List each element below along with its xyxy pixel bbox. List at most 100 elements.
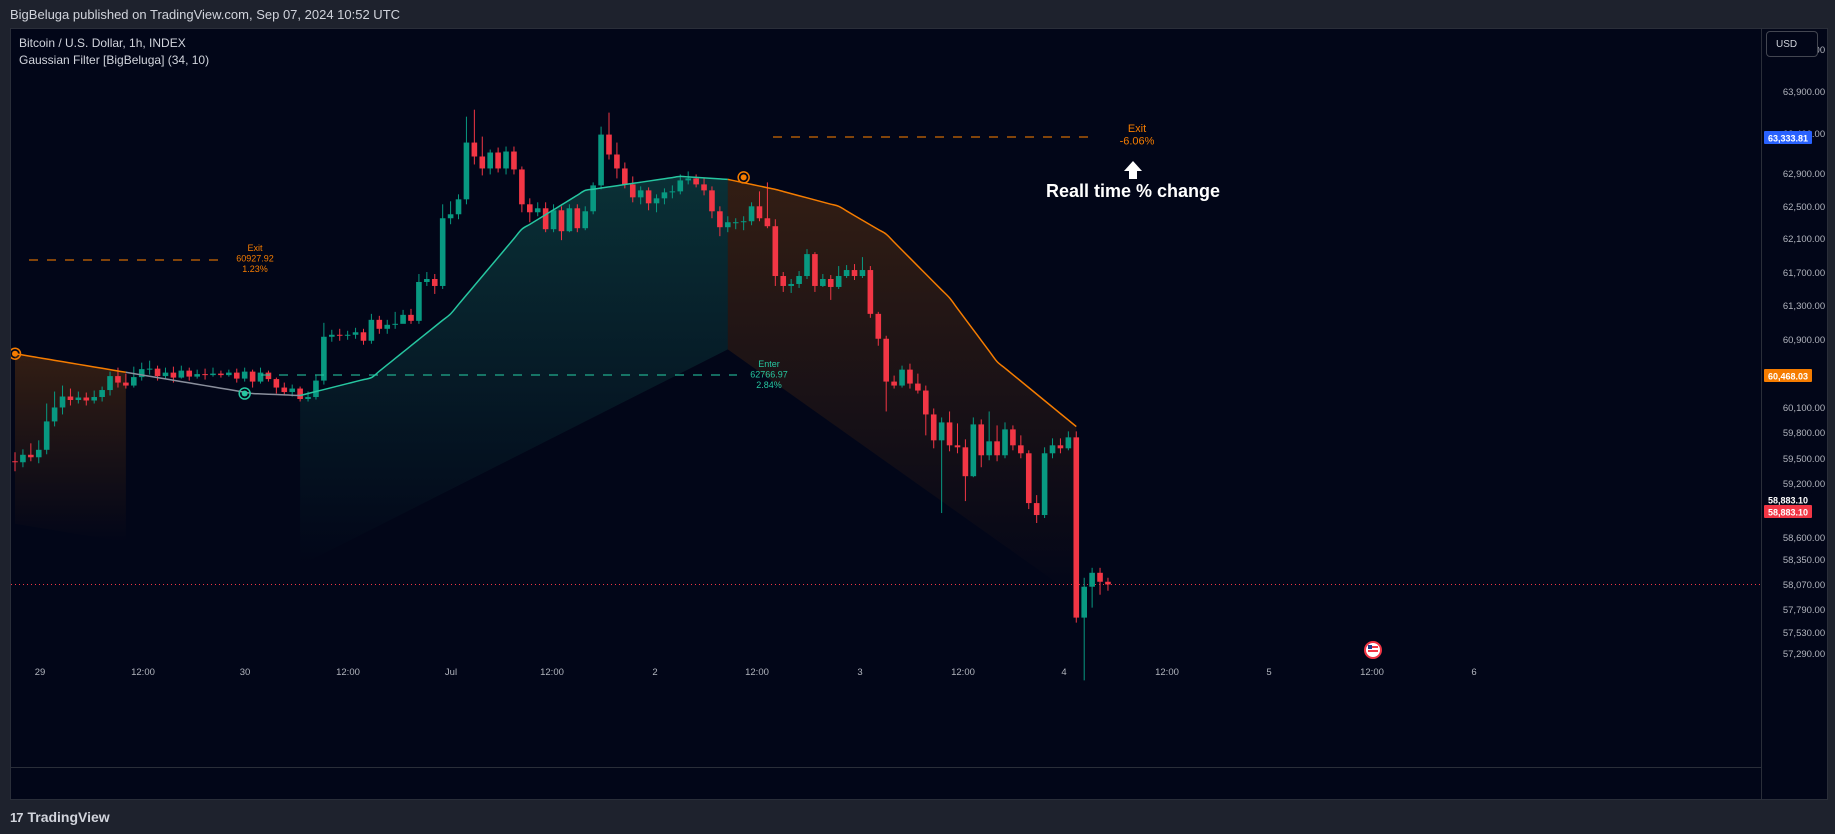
tradingview-logo-icon[interactable]: 17 (10, 809, 24, 825)
time-axis-label: 12:00 (336, 667, 360, 678)
candle-body (416, 281, 422, 321)
candle-body (867, 270, 874, 314)
candle-body (28, 454, 34, 458)
signal-label-text: -6.06% (1120, 136, 1155, 148)
price-axis-label: 60,900.00 (1783, 335, 1825, 346)
candle-body (764, 218, 771, 227)
signal-label-text: 60927.92 (236, 254, 274, 264)
candle-body (99, 390, 105, 398)
candle-body (503, 151, 509, 169)
candle-body (677, 180, 684, 192)
candle-body (851, 270, 858, 277)
candle-body (336, 334, 343, 336)
candle-body (629, 184, 636, 198)
candle-body (178, 370, 185, 378)
candle-body (384, 324, 391, 329)
indicator-title[interactable]: Gaussian Filter [BigBeluga] (34, 10) (19, 53, 210, 67)
candle-body (431, 279, 438, 286)
candle-body (226, 372, 232, 376)
candle-body (218, 373, 224, 376)
candle-body (812, 254, 818, 286)
candle-body (843, 270, 850, 277)
signal-marker-ring (11, 347, 22, 360)
price-axis-label: 61,300.00 (1783, 301, 1825, 312)
candle-body (297, 388, 303, 400)
candle-body (859, 270, 866, 277)
footer-brand[interactable]: TradingView (27, 809, 110, 825)
candle-body (241, 371, 248, 379)
candle-body (835, 276, 842, 287)
candle-body (511, 151, 517, 170)
annotation-text: Reall time % change (1046, 181, 1220, 201)
filter-fill-up (300, 176, 728, 566)
candle-body (780, 276, 787, 286)
candle-body (368, 319, 375, 341)
price-label-text: 58,883.10 (1768, 508, 1808, 518)
symbol-title[interactable]: Bitcoin / U.S. Dollar, 1h, INDEX (19, 36, 186, 50)
candle-body (210, 373, 216, 376)
signal-label-text: 2.84% (756, 380, 782, 390)
filter-line-up (299, 175, 728, 397)
price-label-text: 63,333.81 (1768, 134, 1808, 144)
candle-body (1065, 437, 1072, 449)
candle-body (1057, 445, 1064, 449)
candle-body (1033, 503, 1040, 516)
price-axis-label: 62,900.00 (1783, 169, 1825, 180)
candle-body (661, 192, 668, 199)
candle-body (519, 169, 525, 205)
time-axis-divider (11, 767, 1761, 768)
signal-label-text: Enter (758, 359, 780, 369)
price-axis-label: 63,900.00 (1783, 87, 1825, 98)
currency-button[interactable]: USD (1766, 31, 1818, 57)
candle-body (257, 372, 264, 382)
candle-body (748, 206, 755, 222)
candle-body (107, 376, 113, 391)
candle-body (527, 204, 533, 213)
candle-body (273, 379, 280, 388)
time-axis-label: 6 (1471, 667, 1476, 678)
candle-body (550, 210, 557, 230)
candle-body (709, 190, 715, 212)
candle-body (693, 178, 699, 185)
candle-body (622, 168, 628, 185)
candle-body (1097, 572, 1103, 582)
candle-body (376, 319, 383, 329)
candle-body (447, 214, 454, 219)
candle-body (606, 134, 612, 155)
candle-body (645, 190, 652, 204)
footer: 17 TradingView (0, 800, 1835, 834)
candle-body (265, 372, 272, 380)
candle-body (408, 314, 414, 321)
candle-body (883, 338, 889, 382)
candlestick-chart[interactable]: Exit60927.921.23%Enter62766.972.84%Exit-… (11, 29, 1828, 800)
candle-body (938, 422, 945, 441)
candle-body (471, 142, 478, 157)
candle-body (352, 332, 359, 335)
candle-body (162, 372, 169, 377)
time-axis-label: 3 (857, 667, 862, 678)
price-label-badge (1764, 369, 1812, 382)
candle-body (574, 208, 581, 229)
candle-body (249, 371, 256, 382)
candle-body (732, 222, 739, 224)
signal-label-text: 1.23% (242, 264, 268, 274)
filter-line-neutral (125, 371, 301, 397)
candle-body (313, 380, 319, 398)
candle-body (1025, 453, 1032, 504)
price-axis-label: 58,350.00 (1783, 555, 1825, 566)
candle-body (653, 198, 660, 204)
time-axis-label: 2 (652, 667, 657, 678)
candle-body (946, 422, 953, 446)
price-axis-label: 59,200.00 (1783, 479, 1825, 490)
price-axis-label: 59,500.00 (1783, 454, 1825, 465)
candle-body (83, 397, 90, 401)
price-label-badge (1764, 493, 1812, 506)
us-flag-stripe (1368, 646, 1378, 648)
time-axis-label: 30 (240, 667, 251, 678)
time-axis-label: 5 (1266, 667, 1271, 678)
candle-body (542, 208, 549, 230)
candle-body (360, 332, 367, 341)
chart-area[interactable]: Exit 60927.92 1.23% Enter 62766.97 2.84% Exit -… (10, 28, 1828, 800)
candle-body (796, 276, 802, 284)
candle-body (400, 314, 406, 324)
